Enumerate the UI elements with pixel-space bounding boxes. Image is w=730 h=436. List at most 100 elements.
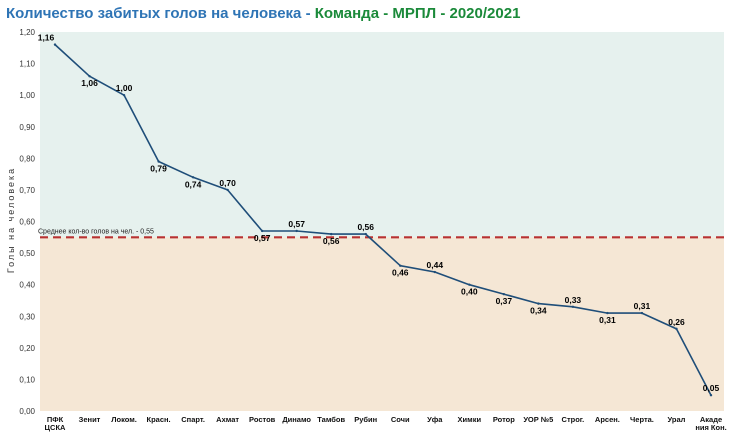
x-tick-label: Сочи <box>391 415 410 424</box>
data-point <box>53 43 57 46</box>
x-tick-label-line: Черта. <box>630 415 654 424</box>
x-tick-label-line: Зенит <box>79 415 101 424</box>
x-tick-label: Локом. <box>111 415 137 424</box>
y-axis: 0,00 0,10 0,20 0,30 0,40 0,50 0,60 0,70 0,80 0,90… <box>19 28 35 416</box>
x-tick-label-line: Красн. <box>147 415 171 424</box>
data-label: 0,26 <box>668 317 685 327</box>
data-point <box>571 305 575 308</box>
data-label: 0,40 <box>461 287 478 297</box>
data-label: 0,74 <box>185 179 202 189</box>
y-tick-label: 1,10 <box>19 60 35 69</box>
x-tick-label: Уфа <box>427 415 443 424</box>
x-tick-label-line: Ротор <box>493 415 515 424</box>
x-tick-label-line: ПФК <box>47 415 64 424</box>
data-point <box>157 160 160 163</box>
x-tick-label-line: Ростов <box>249 415 276 424</box>
data-label: 1,00 <box>116 83 133 93</box>
x-tick-label: Зенит <box>79 415 101 424</box>
x-tick-label-line: Арсен. <box>595 415 620 424</box>
x-tick-label-line: ния Кон. <box>695 423 726 432</box>
data-point <box>364 232 367 236</box>
data-point <box>433 270 436 274</box>
x-tick-label: Динамо <box>282 415 311 424</box>
x-tick-label-line: Локом. <box>111 415 137 424</box>
series-line-group <box>53 43 713 397</box>
y-tick-label: 0,10 <box>19 375 35 384</box>
data-labels: 1,16 1,06 1,00 0,79 0,74 0,70 0,57 0,57 0,56 0,56… <box>38 33 720 394</box>
x-tick-label-line: Строг. <box>562 415 585 424</box>
x-tick-label-line: Урал <box>668 415 686 424</box>
data-point <box>295 229 298 233</box>
data-label: 0,57 <box>254 233 271 243</box>
x-tick-label-line: Тамбов <box>317 415 345 424</box>
x-tick-label: Урал <box>668 415 686 424</box>
x-tick-label: Ахмат <box>216 415 239 424</box>
chart-title-main: Количество забитых голов на человека <box>6 5 302 22</box>
data-point <box>399 264 402 267</box>
data-label: 0,46 <box>392 268 409 278</box>
x-tick-label-line: Рубин <box>354 415 377 424</box>
series-line <box>54 44 712 396</box>
data-label: 0,57 <box>288 219 305 229</box>
x-tick-label: Ротор <box>493 415 515 424</box>
x-tick-label: Красн. <box>147 415 171 424</box>
data-point <box>330 232 333 236</box>
x-tick-label-line: Акаде <box>700 415 722 424</box>
x-tick-label-line: Ахмат <box>216 415 239 424</box>
data-point <box>502 292 506 296</box>
data-point <box>260 229 264 233</box>
data-point <box>709 394 713 397</box>
x-tick-label: ПФК ЦСКА <box>45 415 66 432</box>
data-point <box>468 283 471 286</box>
x-tick-label-line: Сочи <box>391 415 410 424</box>
data-label: 0,33 <box>565 295 582 305</box>
x-tick-label-line: Спарт. <box>181 415 205 424</box>
data-point <box>226 188 229 192</box>
chart-title-team: Команда - МРПЛ - 2020/2021 <box>314 5 521 22</box>
y-tick-label: 0,90 <box>19 123 35 132</box>
average-line-group: Среднее кол-во голов на чел. - 0,55 <box>38 228 724 239</box>
data-point <box>122 93 126 97</box>
y-tick-label: 1,20 <box>19 28 35 37</box>
y-tick-label: 0,60 <box>19 218 35 227</box>
background-bands <box>40 32 724 411</box>
x-tick-label-line: Динамо <box>282 415 311 424</box>
average-line-label: Среднее кол-во голов на чел. - 0,55 <box>38 228 154 235</box>
y-tick-label: 0,70 <box>19 186 35 195</box>
x-tick-label-line: УОР №5 <box>523 415 553 424</box>
data-label: 0,56 <box>323 236 340 246</box>
x-tick-label-line: ЦСКА <box>45 423 66 432</box>
x-tick-label: Тамбов <box>317 415 345 424</box>
y-tick-label: 0,20 <box>19 344 35 353</box>
data-label: 0,31 <box>634 301 651 311</box>
data-label: 0,56 <box>357 222 374 232</box>
x-tick-label: Спарт. <box>181 415 205 424</box>
band-above-average <box>40 32 724 238</box>
y-tick-label: 0,40 <box>19 281 35 290</box>
data-label: 0,44 <box>427 260 444 270</box>
x-tick-label: Черта. <box>630 415 654 424</box>
y-tick-label: 0,50 <box>19 249 35 258</box>
y-tick-label: 0,00 <box>19 407 35 416</box>
y-axis-label: Голы на человека <box>6 167 16 273</box>
data-point <box>191 176 195 179</box>
x-tick-label-line: Химки <box>458 415 482 424</box>
x-tick-label: Ростов <box>249 415 276 424</box>
x-tick-label: Акаде ния Кон. <box>695 415 726 432</box>
chart-title: Количество забитых голов на человека - К… <box>6 5 520 22</box>
x-tick-label: Арсен. <box>595 415 620 424</box>
x-tick-label-line: Уфа <box>427 415 443 424</box>
data-label: 0,31 <box>599 315 616 325</box>
data-label: 0,37 <box>496 296 513 306</box>
x-tick-label: Строг. <box>562 415 585 424</box>
x-axis: ПФК ЦСКА Зенит Локом. Красн. Спарт. Ахмат Росто… <box>45 415 727 432</box>
data-label: 0,34 <box>530 306 547 316</box>
x-tick-label: Химки <box>458 415 482 424</box>
y-tick-label: 1,00 <box>19 91 35 100</box>
x-tick-label: Рубин <box>354 415 377 424</box>
data-point <box>537 302 540 305</box>
data-label: 1,16 <box>38 33 55 43</box>
y-tick-label: 0,30 <box>19 312 35 321</box>
data-point <box>88 75 91 78</box>
